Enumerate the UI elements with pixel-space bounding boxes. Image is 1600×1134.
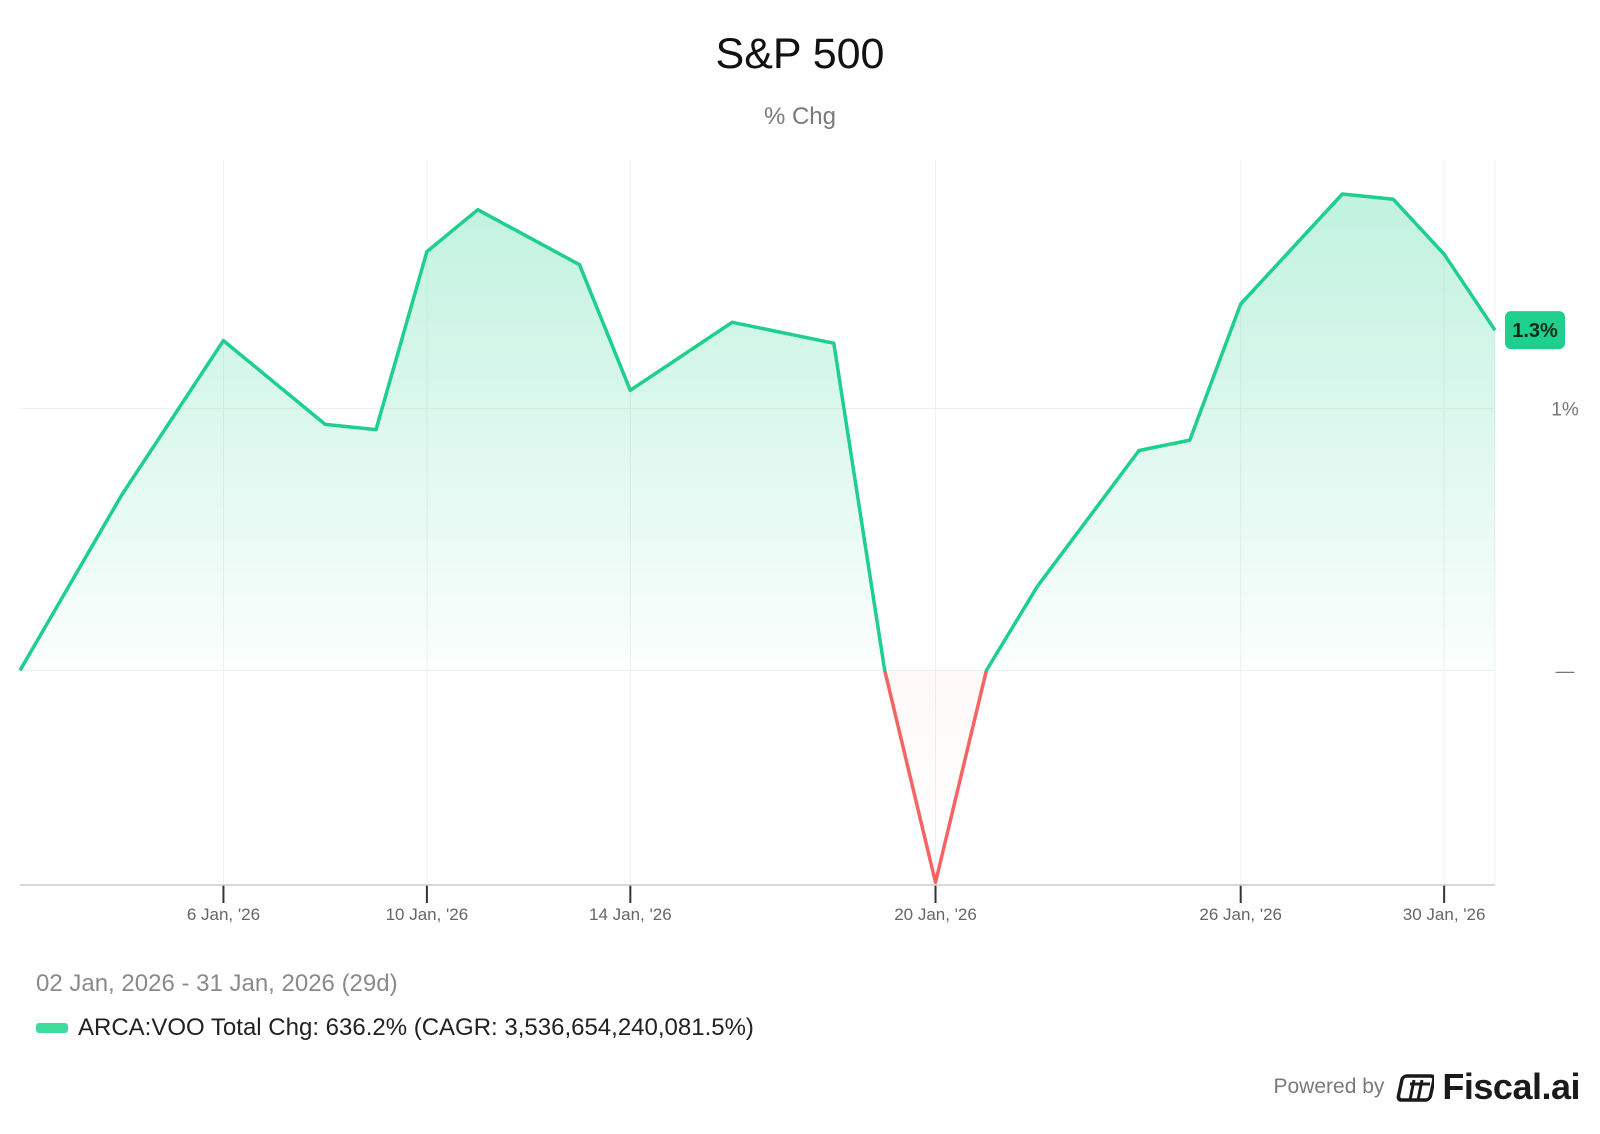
y-tick-label: —	[1556, 661, 1575, 682]
last-value-badge: 1.3%	[1505, 311, 1565, 350]
x-tick-label: 10 Jan, '26	[386, 905, 469, 924]
x-tick-label: 14 Jan, '26	[589, 905, 672, 924]
legend-text: ARCA:VOO Total Chg: 636.2% (CAGR: 3,536,…	[78, 1014, 754, 1041]
x-tick-label: 6 Jan, '26	[187, 905, 260, 924]
y-tick-label: 1%	[1551, 400, 1579, 421]
last-value-label: 1.3%	[1512, 320, 1558, 342]
last-value-badge-bg	[1505, 311, 1565, 350]
powered-by-label: Powered by	[1273, 1075, 1385, 1098]
powered-by[interactable]: Powered by Fiscal.ai	[1274, 1066, 1581, 1108]
date-range: 02 Jan, 2026 - 31 Jan, 2026 (29d)	[36, 970, 398, 997]
x-tick-label: 20 Jan, '26	[894, 905, 977, 924]
x-tick-label: 26 Jan, '26	[1199, 905, 1282, 924]
series-line-positive[interactable]	[18, 192, 1497, 882]
x-tick-label: 30 Jan, '26	[1403, 905, 1486, 924]
legend[interactable]: ARCA:VOO Total Chg: 636.2% (CAGR: 3,536,…	[36, 1014, 754, 1042]
area-chart[interactable]: 6 Jan, '26 10 Jan, '26 14 Jan, '26 20 Jan, …	[0, 0, 1600, 960]
fiscal-logo-icon	[1397, 1074, 1435, 1102]
positive-area	[20, 194, 1495, 671]
chart-title: S&P 500	[715, 30, 885, 78]
chart-subtitle: % Chg	[763, 103, 837, 130]
legend-swatch	[36, 1023, 68, 1033]
fiscal-logo-text: Fiscal.ai	[1442, 1066, 1580, 1107]
negative-area	[884, 671, 987, 883]
